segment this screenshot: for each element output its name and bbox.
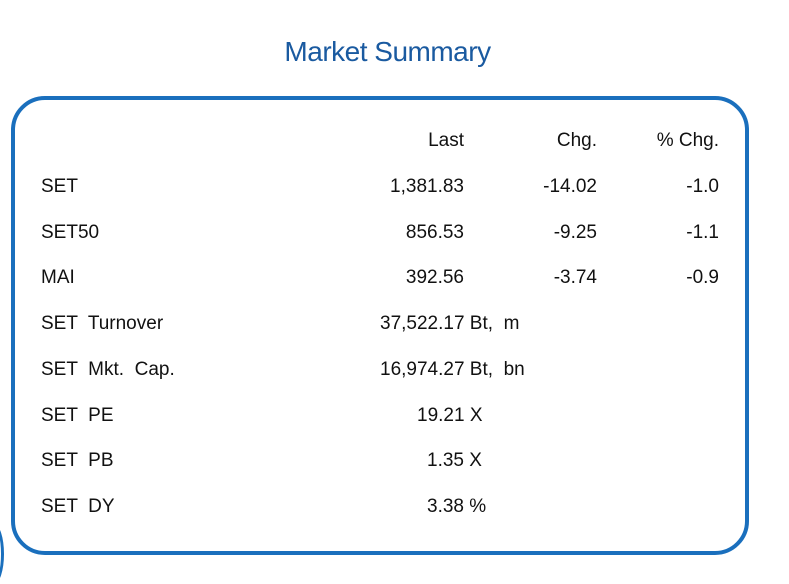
row-set50-last: 856.53 <box>405 222 464 243</box>
header-last: Last <box>428 130 464 151</box>
row-set50-pct-chg: -1.1 <box>686 222 719 243</box>
row-pb-label: SET PB <box>41 450 114 471</box>
row-mkt-cap-value: 16,974.27 Bt, bn <box>380 359 525 380</box>
row-mkt-cap-label: SET Mkt. Cap. <box>41 359 175 380</box>
row-set-pct-chg: -1.0 <box>686 176 719 197</box>
row-dy-label: SET DY <box>41 496 115 517</box>
row-dy-value: 3.38 % <box>427 496 487 517</box>
row-set-chg: -14.02 <box>543 176 597 197</box>
row-set-label: SET <box>41 176 78 197</box>
row-mai-chg: -3.74 <box>553 267 597 288</box>
row-turnover-value: 37,522.17 Bt, m <box>380 313 520 334</box>
row-set-last: 1,381.83 <box>390 176 464 197</box>
decorative-arc <box>0 524 4 584</box>
row-set50-chg: -9.25 <box>553 222 597 243</box>
row-turnover-label: SET Turnover <box>41 313 164 334</box>
header-chg: Chg. <box>556 130 597 151</box>
page-title: Market Summary <box>284 36 491 67</box>
market-summary-panel <box>11 96 749 555</box>
row-set50-label: SET50 <box>41 222 100 243</box>
row-pe-label: SET PE <box>41 405 114 426</box>
row-pe-value: 19.21 X <box>417 405 483 426</box>
row-mai-label: MAI <box>41 267 75 288</box>
row-pb-value: 1.35 X <box>427 450 482 471</box>
row-mai-pct-chg: -0.9 <box>686 267 719 288</box>
row-mai-last: 392.56 <box>405 267 464 288</box>
header-pct-chg: % Chg. <box>656 130 719 151</box>
